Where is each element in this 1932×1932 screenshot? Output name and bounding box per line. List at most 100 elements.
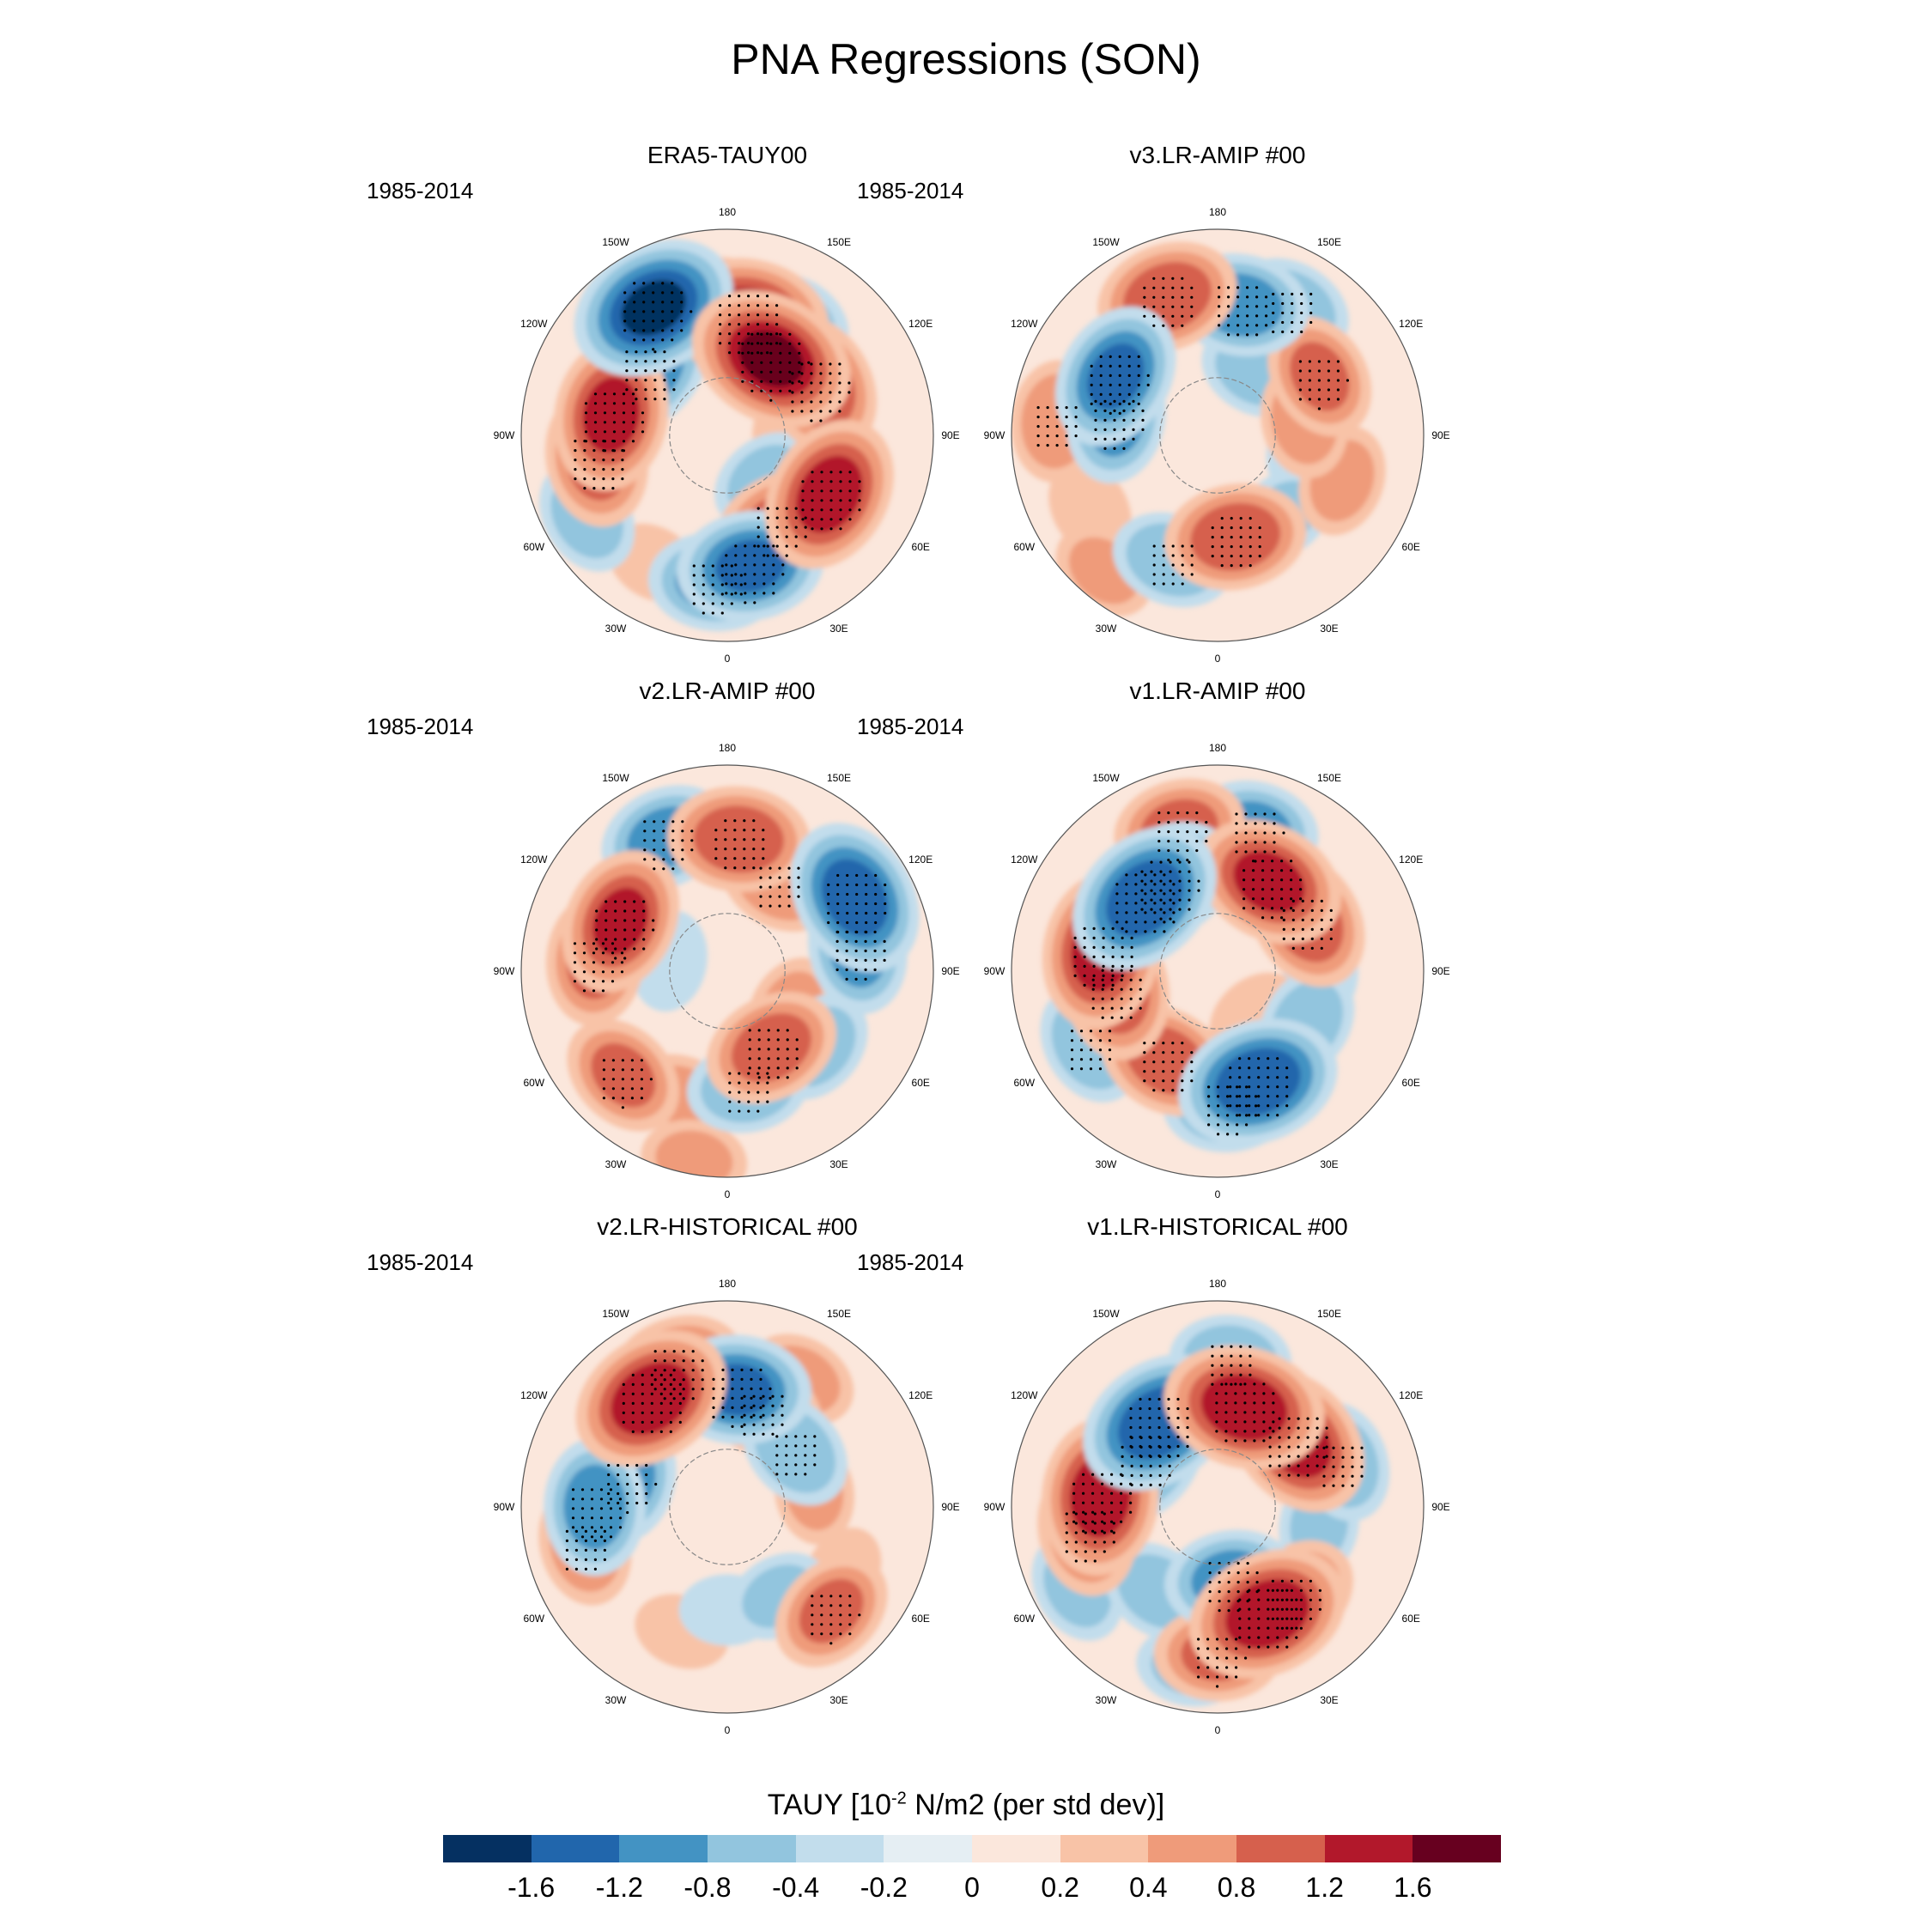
stipple-dot xyxy=(590,1526,594,1529)
stipple-dot xyxy=(1272,1411,1275,1414)
stipple-dot xyxy=(1130,964,1133,968)
stipple-dot xyxy=(1091,1482,1095,1485)
stipple-dot xyxy=(1261,860,1265,863)
stipple-dot xyxy=(1143,1079,1146,1083)
stipple-dot xyxy=(590,1535,594,1539)
stipple-dot xyxy=(752,819,756,823)
stipple-dot xyxy=(1139,1473,1143,1477)
stipple-dot xyxy=(838,410,841,413)
stipple-dot xyxy=(1271,1589,1274,1592)
stipple-dot xyxy=(1139,1445,1143,1449)
stipple-dot xyxy=(794,1435,798,1438)
stipple-dot xyxy=(1125,892,1128,896)
stipple-dot xyxy=(1190,295,1194,299)
stipple-dot xyxy=(1280,1589,1284,1592)
stipple-dot xyxy=(848,508,852,512)
stipple-dot xyxy=(672,1369,676,1372)
stipple-dot xyxy=(671,291,674,295)
stipple-dot xyxy=(1073,964,1077,968)
stipple-dot xyxy=(811,499,814,502)
stipple-dot xyxy=(1248,1095,1251,1098)
stipple-dot xyxy=(593,430,598,434)
stipple-dot xyxy=(701,1369,704,1372)
stipple-dot xyxy=(1226,1104,1230,1108)
longitude-label: 60E xyxy=(912,1077,930,1089)
stipple-dot xyxy=(631,430,635,434)
stipple-dot xyxy=(762,592,766,595)
stipple-dot xyxy=(864,968,867,971)
stipple-dot xyxy=(662,867,665,871)
stipple-dot xyxy=(848,1632,852,1636)
stipple-dot xyxy=(1134,930,1138,933)
stipple-dot xyxy=(1244,812,1248,816)
stipple-dot xyxy=(759,876,762,879)
stipple-dot xyxy=(1297,1445,1300,1449)
stipple-dot xyxy=(884,911,887,915)
stipple-dot xyxy=(645,1463,648,1467)
stipple-dot xyxy=(740,1368,744,1371)
stipple-dot xyxy=(1280,869,1284,872)
stipple-dot xyxy=(1157,821,1161,824)
stipple-dot xyxy=(580,1507,585,1510)
stipple-dot xyxy=(571,1498,575,1501)
longitude-label: 30W xyxy=(1096,623,1117,635)
stipple-dot xyxy=(1285,1617,1289,1620)
stipple-dot xyxy=(1176,1435,1180,1439)
stipple-dot xyxy=(1109,355,1112,358)
stipple-dot xyxy=(1255,1590,1259,1594)
stipple-dot xyxy=(1089,1039,1093,1042)
stipple-dot xyxy=(1276,1626,1279,1630)
stipple-dot xyxy=(741,361,744,364)
stipple-dot xyxy=(778,866,781,870)
stipple-dot xyxy=(757,1076,761,1079)
stipple-dot xyxy=(798,361,801,364)
map-border xyxy=(1011,228,1425,642)
stipple-dot xyxy=(631,421,635,424)
colorbar-title-suffix: N/m2 (per std dev)] xyxy=(906,1789,1165,1821)
stipple-dot xyxy=(865,873,868,878)
stipple-dot xyxy=(1181,1079,1184,1083)
stipple-dot xyxy=(760,342,763,345)
stipple-dot xyxy=(599,1526,604,1529)
stipple-dot xyxy=(1146,374,1150,377)
stipple-dot xyxy=(1332,1474,1335,1478)
stipple-dot xyxy=(811,489,814,493)
stipple-dot xyxy=(593,1539,597,1542)
stipple-dot xyxy=(750,370,754,374)
stipple-dot xyxy=(1162,1070,1165,1073)
anomaly-contour xyxy=(621,280,686,336)
stipple-dot xyxy=(1134,920,1138,924)
stipple-dot xyxy=(1280,860,1284,863)
longitude-label: 60E xyxy=(1402,541,1420,553)
anomaly-contour xyxy=(591,1042,656,1108)
stipple-dot xyxy=(839,1632,842,1636)
stipple-dot xyxy=(752,838,756,841)
stipple-dot xyxy=(1299,878,1303,882)
stipple-dot xyxy=(1239,1354,1242,1358)
coastline xyxy=(1159,377,1276,494)
stipple-dot xyxy=(1310,927,1314,931)
stipple-dot xyxy=(1167,1416,1170,1420)
stipple-dot xyxy=(1121,936,1124,939)
stipple-dot xyxy=(1327,379,1330,382)
stipple-dot xyxy=(1244,1656,1248,1660)
stipple-dot xyxy=(1227,286,1230,289)
stipple-dot xyxy=(1120,1492,1123,1495)
stipple-dot xyxy=(1253,1382,1256,1386)
stipple-dot xyxy=(769,332,773,336)
stipple-dot xyxy=(1171,276,1175,280)
stipple-dot xyxy=(775,1454,779,1457)
anomaly-contour xyxy=(1290,342,1350,411)
stipple-dot xyxy=(766,1072,769,1075)
stipple-dot xyxy=(1167,811,1170,815)
stipple-dot xyxy=(611,1068,615,1072)
stipple-dot xyxy=(752,1432,756,1436)
anomaly-contour xyxy=(796,455,863,533)
stipple-dot xyxy=(593,1567,597,1571)
stipple-dot xyxy=(1178,908,1182,911)
stipple-dot xyxy=(775,313,779,317)
stipple-dot xyxy=(1325,1445,1328,1449)
stipple-dot xyxy=(1229,1104,1232,1108)
stipple-dot xyxy=(779,380,782,383)
stipple-dot xyxy=(573,980,577,983)
